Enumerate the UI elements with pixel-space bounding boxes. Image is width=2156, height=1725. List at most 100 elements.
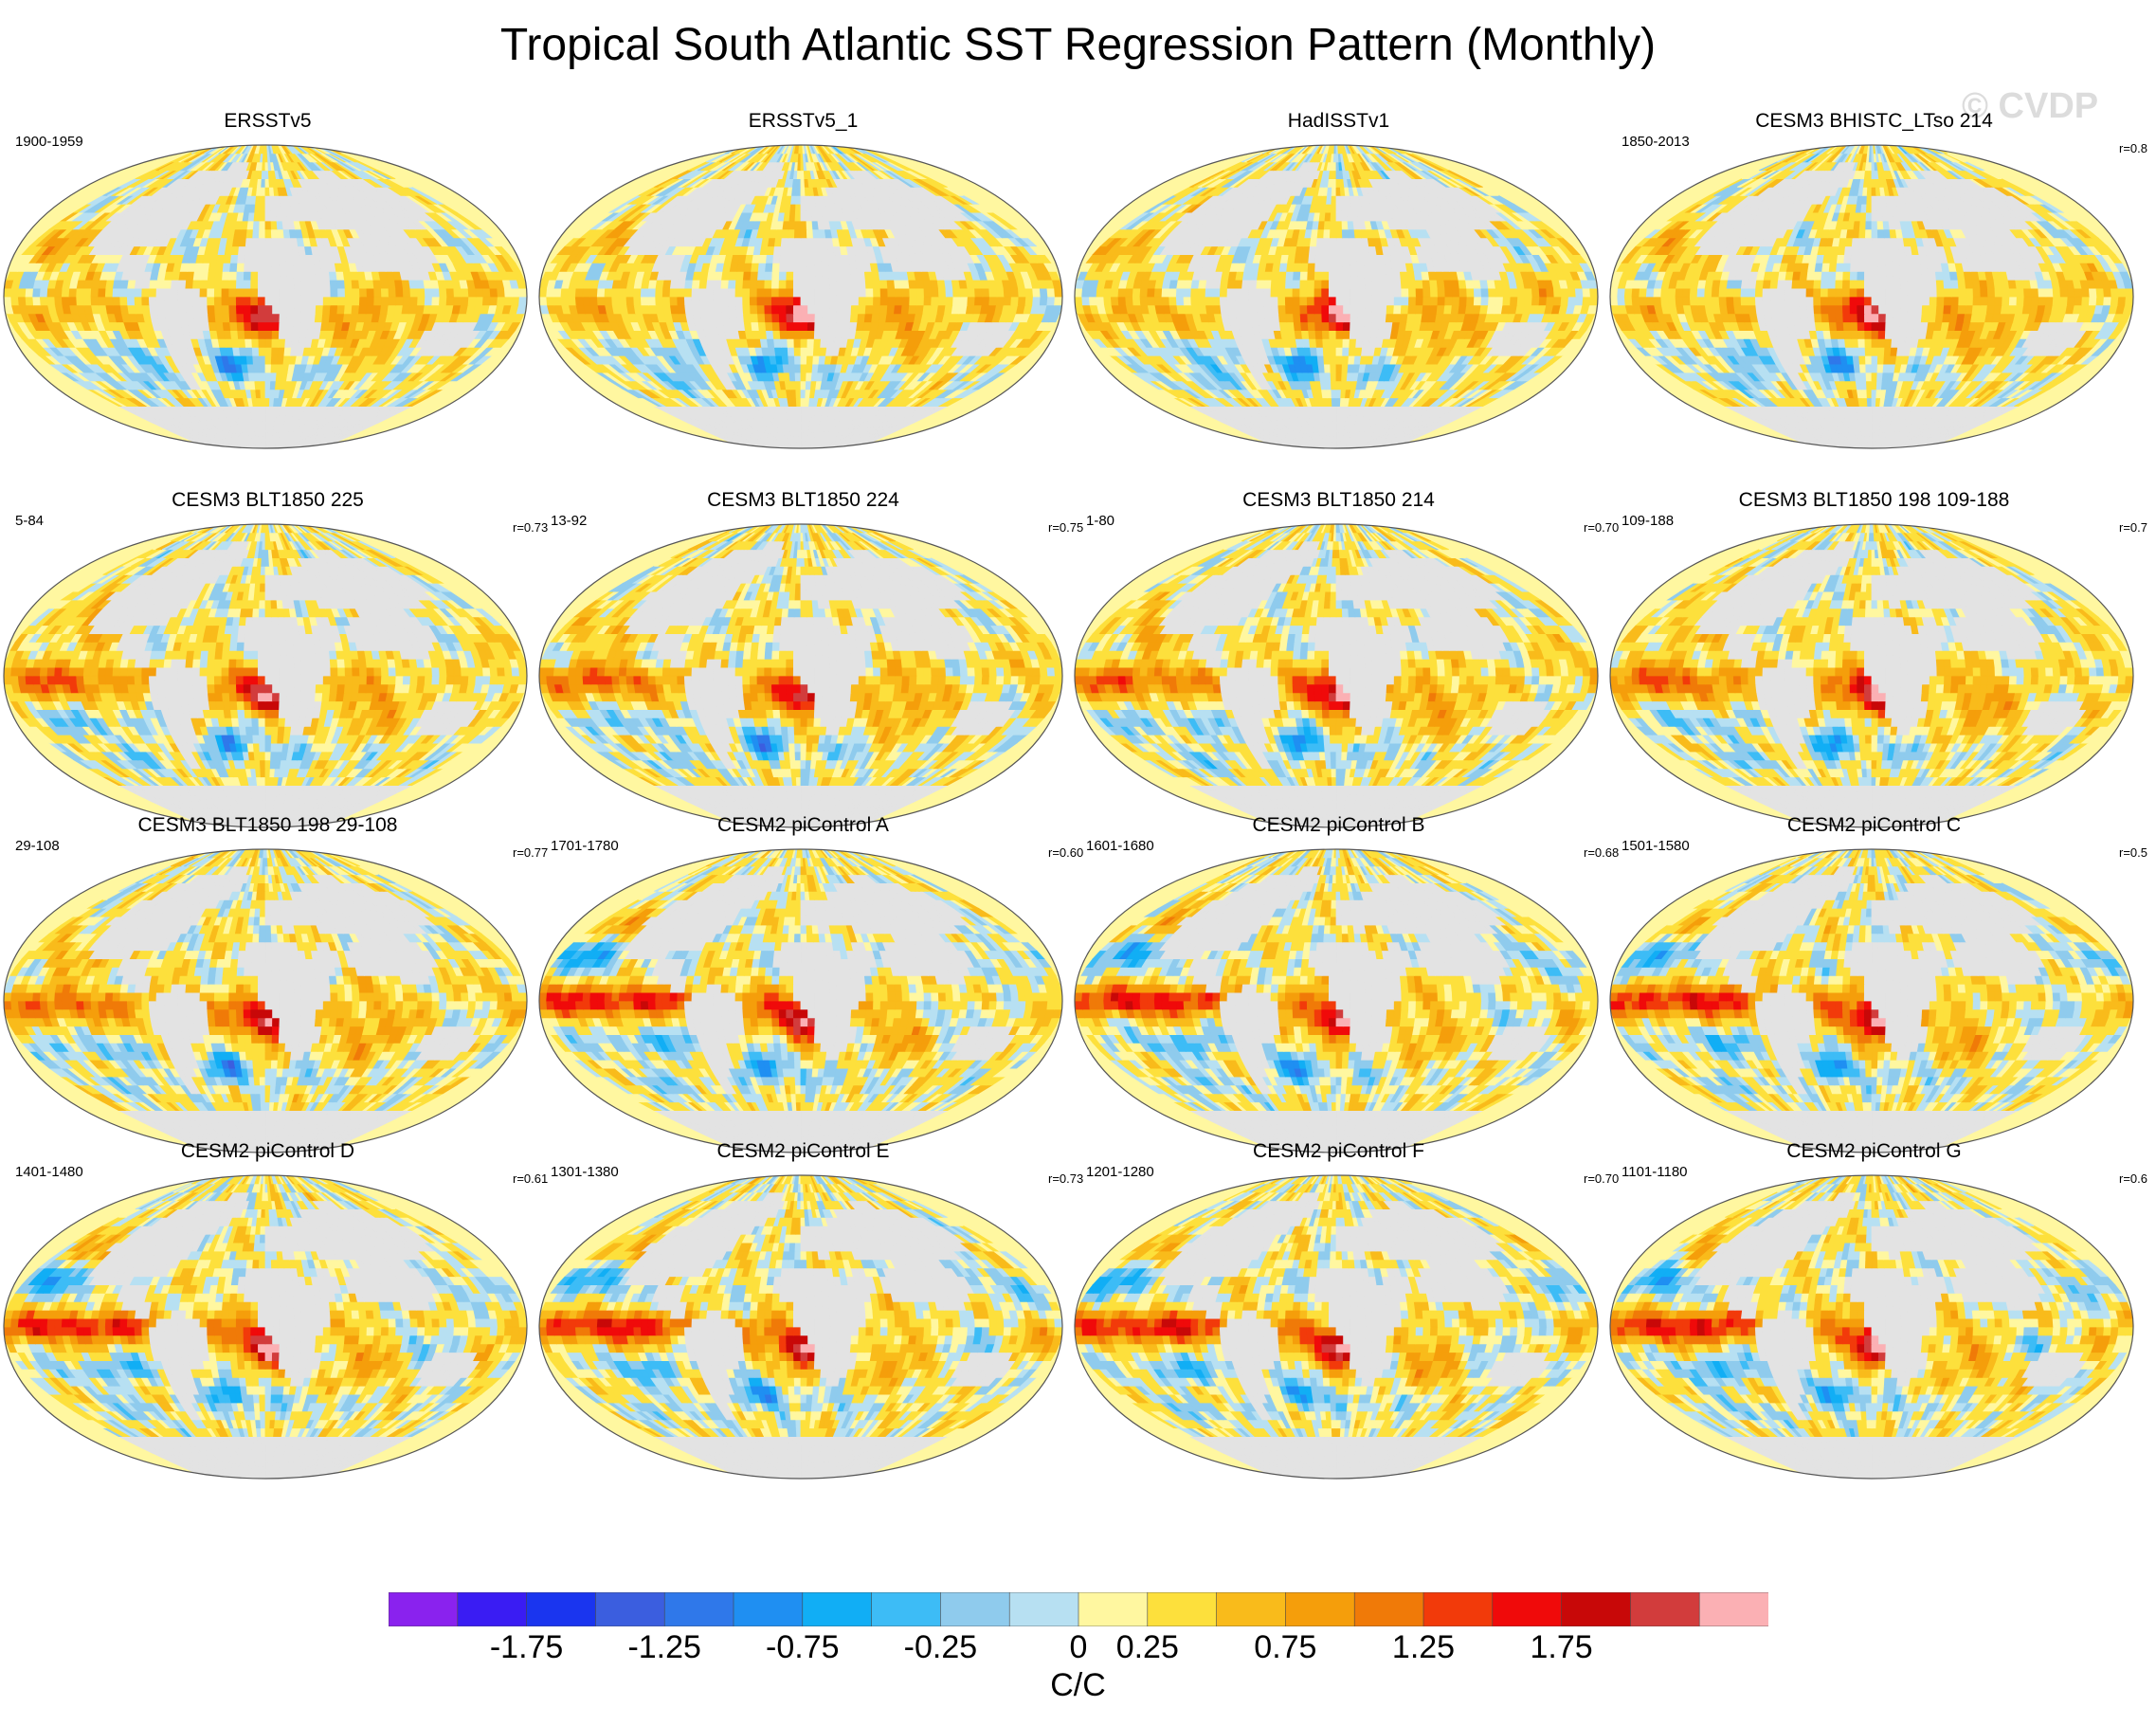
panel-title: CESM2 piControl B — [1071, 813, 1606, 838]
colorbar-tick-label: 0.75 — [1209, 1628, 1361, 1666]
colorbar-box — [389, 1592, 459, 1626]
colorbar-tick-label: -1.25 — [589, 1628, 740, 1666]
map-panel: ERSSTv5 1900-1959 — [0, 109, 535, 449]
sst-regression-map — [3, 144, 528, 449]
map-panel: CESM2 piControl B 1601-1680 r=0.68 — [1071, 813, 1619, 1153]
panel-title: ERSSTv5 — [0, 109, 535, 134]
panel-period: 1601-1680 — [1086, 838, 1154, 855]
panel-period: 1101-1180 — [1622, 1164, 1688, 1181]
panel-title: CESM3 BHISTC_LTso 214 — [1606, 109, 2142, 134]
map-panel: CESM2 piControl G 1101-1180 r=0.6 — [1606, 1139, 2147, 1480]
panel-period: 1-80 — [1086, 513, 1114, 530]
colorbar-box — [1285, 1592, 1356, 1626]
panel-title: ERSSTv5_1 — [535, 109, 1071, 134]
panel-pattern-correlation: r=0.60 — [1048, 845, 1083, 861]
colorbar-box — [802, 1592, 873, 1626]
colorbar — [389, 1592, 1768, 1626]
sst-regression-map — [3, 848, 528, 1153]
sst-regression-map — [1074, 523, 1599, 828]
panel-title: HadISSTv1 — [1071, 109, 1606, 134]
panel-title: CESM3 BLT1850 224 — [535, 488, 1071, 513]
sst-regression-map — [3, 1174, 528, 1480]
map-panel: CESM3 BLT1850 224 13-92 r=0.75 — [535, 488, 1083, 828]
panel-title: CESM2 piControl A — [535, 813, 1071, 838]
map-panel: CESM2 piControl C 1501-1580 r=0.5 — [1606, 813, 2147, 1153]
colorbar-tick-label: 0.25 — [1072, 1628, 1223, 1666]
colorbar-box — [1698, 1592, 1768, 1626]
map-panel: ERSSTv5_1 — [535, 109, 1071, 449]
sst-regression-map — [538, 1174, 1063, 1480]
map-panel: HadISSTv1 — [1071, 109, 1606, 449]
panel-period: 13-92 — [551, 513, 587, 530]
panel-pattern-correlation: r=0.68 — [1584, 845, 1619, 861]
panel-pattern-correlation: r=0.5 — [2119, 845, 2147, 861]
sst-regression-map — [3, 523, 528, 828]
colorbar-tick-label: 1.75 — [1486, 1628, 1638, 1666]
figure-title: Tropical South Atlantic SST Regression P… — [0, 17, 2156, 74]
panel-pattern-correlation: r=0.61 — [513, 1171, 548, 1187]
panel-period: 1900-1959 — [15, 134, 83, 151]
sst-regression-map — [1074, 1174, 1599, 1480]
map-panel: CESM3 BLT1850 214 1-80 r=0.70 — [1071, 488, 1619, 828]
sst-regression-map — [538, 848, 1063, 1153]
colorbar-box — [1561, 1592, 1632, 1626]
panel-pattern-correlation: r=0.70 — [1584, 1171, 1619, 1187]
colorbar-box — [1147, 1592, 1218, 1626]
colorbar-units: C/C — [0, 1666, 2156, 1704]
colorbar-box — [526, 1592, 597, 1626]
sst-regression-map — [538, 144, 1063, 449]
map-panel: CESM2 piControl E 1301-1380 r=0.73 — [535, 1139, 1083, 1480]
map-panel: CESM3 BLT1850 225 5-84 r=0.73 — [0, 488, 548, 828]
panel-period: 5-84 — [15, 513, 44, 530]
map-panel: CESM3 BLT1850 198 109-188 109-188 r=0.7 — [1606, 488, 2147, 828]
map-panel: CESM2 piControl A 1701-1780 r=0.60 — [535, 813, 1083, 1153]
panel-period: 1201-1280 — [1086, 1164, 1154, 1181]
colorbar-tick-label: -0.25 — [864, 1628, 1016, 1666]
panel-period: 1701-1780 — [551, 838, 619, 855]
colorbar-box — [733, 1592, 804, 1626]
panel-title: CESM3 BLT1850 198 109-188 — [1606, 488, 2142, 513]
panel-period: 1401-1480 — [15, 1164, 83, 1181]
panel-title: CESM3 BLT1850 198 29-108 — [0, 813, 535, 838]
colorbar-box — [1422, 1592, 1494, 1626]
map-panel: CESM3 BHISTC_LTso 214 1850-2013 r=0.8 — [1606, 109, 2147, 449]
sst-regression-map — [1074, 144, 1599, 449]
colorbar-box — [1492, 1592, 1563, 1626]
panel-title: CESM2 piControl D — [0, 1139, 535, 1164]
colorbar-tick-label: 1.25 — [1348, 1628, 1499, 1666]
colorbar-box — [1353, 1592, 1424, 1626]
sst-regression-map — [1609, 848, 2134, 1153]
panel-pattern-correlation: r=0.6 — [2119, 1171, 2147, 1187]
colorbar-tick-label: 0 — [1003, 1628, 1154, 1666]
panel-title: CESM2 piControl F — [1071, 1139, 1606, 1164]
panel-title: CESM3 BLT1850 214 — [1071, 488, 1606, 513]
sst-regression-map — [1609, 523, 2134, 828]
colorbar-box — [1078, 1592, 1149, 1626]
sst-regression-map — [1609, 1174, 2134, 1480]
colorbar-tick-label: -1.75 — [451, 1628, 603, 1666]
panel-period: 1501-1580 — [1622, 838, 1690, 855]
colorbar-box — [1216, 1592, 1287, 1626]
panel-title: CESM2 piControl C — [1606, 813, 2142, 838]
panel-title: CESM3 BLT1850 225 — [0, 488, 535, 513]
colorbar-box — [871, 1592, 942, 1626]
panel-pattern-correlation: r=0.70 — [1584, 520, 1619, 536]
sst-regression-map — [1074, 848, 1599, 1153]
map-panel: CESM2 piControl F 1201-1280 r=0.70 — [1071, 1139, 1619, 1480]
colorbar-box — [940, 1592, 1011, 1626]
map-panel: CESM3 BLT1850 198 29-108 29-108 r=0.77 — [0, 813, 548, 1153]
colorbar-box — [1008, 1592, 1079, 1626]
panel-period: 1850-2013 — [1622, 134, 1690, 151]
panel-title: CESM2 piControl E — [535, 1139, 1071, 1164]
panel-pattern-correlation: r=0.8 — [2119, 141, 2147, 156]
panel-pattern-correlation: r=0.73 — [513, 520, 548, 536]
panel-period: 29-108 — [15, 838, 60, 855]
sst-regression-map — [1609, 144, 2134, 449]
colorbar-box — [1630, 1592, 1701, 1626]
sst-regression-map — [538, 523, 1063, 828]
panel-pattern-correlation: r=0.77 — [513, 845, 548, 861]
map-panel: CESM2 piControl D 1401-1480 r=0.61 — [0, 1139, 548, 1480]
panel-period: 1301-1380 — [551, 1164, 619, 1181]
colorbar-box — [595, 1592, 665, 1626]
colorbar-box — [663, 1592, 734, 1626]
